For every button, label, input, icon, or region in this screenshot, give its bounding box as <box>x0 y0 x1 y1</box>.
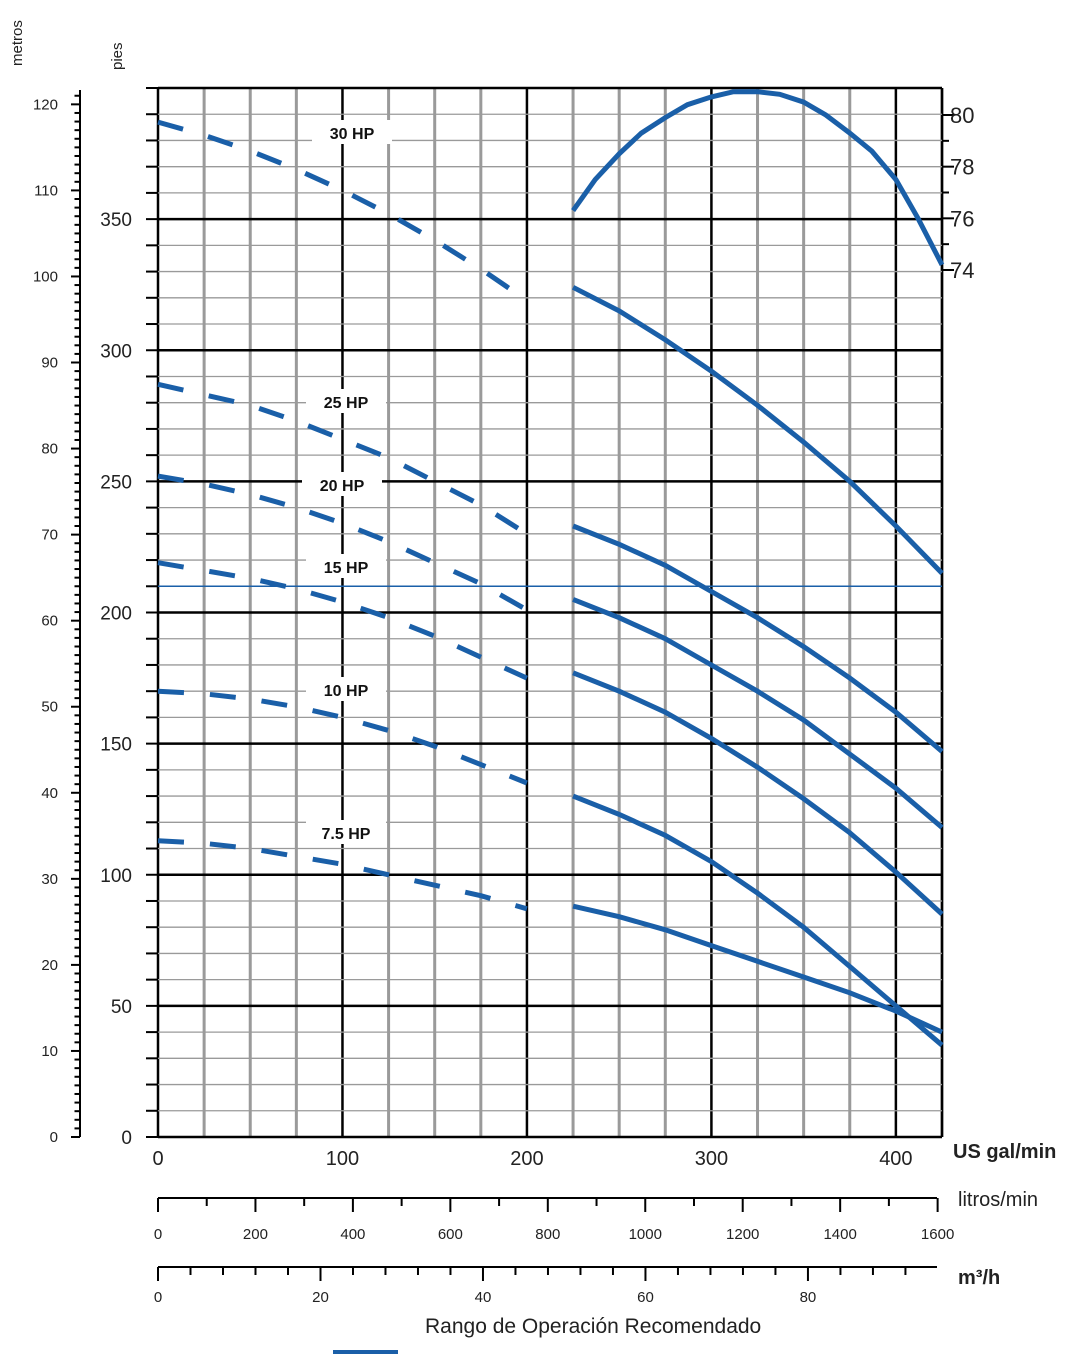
head-ft-tick-label: 50 <box>111 997 132 1018</box>
curve-dashed <box>157 381 529 536</box>
curve-solid <box>572 597 944 830</box>
head-m-tick-label: 60 <box>41 613 58 630</box>
hp-label: 30 HP <box>330 126 375 143</box>
lpm-tick-label: 0 <box>154 1226 162 1243</box>
hp-label-bg <box>312 120 392 144</box>
gpm-tick-label: 0 <box>152 1148 163 1170</box>
hp-label: 20 HP <box>320 478 365 495</box>
lpm-tick-label: 800 <box>535 1226 560 1243</box>
head-m-tick-label: 80 <box>41 441 58 458</box>
hp-label: 10 HP <box>324 683 369 700</box>
hp-label-bg <box>302 472 382 496</box>
hp-label-bg <box>306 389 386 413</box>
m3h-axis-label: m³/h <box>958 1267 1000 1289</box>
head-m-tick-label: 50 <box>41 699 58 716</box>
legend: Rango de Operación Recomendado <box>333 1315 761 1354</box>
hp-labels: 30 HP 25 HP 20 HP 15 HP 10 HP 7.5 HP <box>302 120 392 844</box>
curve-dashed <box>157 473 529 613</box>
head-m-tick-label: 40 <box>41 785 58 802</box>
m3h-tick-label: 0 <box>154 1289 162 1306</box>
head-m-tick-label: 30 <box>41 871 58 888</box>
curve-solid <box>572 523 944 754</box>
gpm-tick-label: 100 <box>326 1148 359 1170</box>
legend-label: Rango de Operación Recomendado <box>425 1315 761 1338</box>
m3h-tick-label: 40 <box>475 1289 492 1306</box>
head-ft-tick-label: 300 <box>100 341 132 362</box>
head-ft-tick-label: 0 <box>121 1128 132 1149</box>
m3h-tick-label: 80 <box>800 1289 817 1306</box>
hp-label-bg <box>306 554 386 578</box>
gpm-tick-label: 300 <box>695 1148 728 1170</box>
hp-label-bg <box>306 820 386 844</box>
lpm-tick-label: 400 <box>340 1226 365 1243</box>
curve-solid <box>572 903 944 1035</box>
curve-dashed <box>157 560 528 681</box>
head-ft-axis-label: pies <box>109 42 126 70</box>
head-ft-tick-label: 350 <box>100 210 132 231</box>
head-m-tick-label: 120 <box>33 96 58 113</box>
efficiency-tick-label: 74 <box>950 258 974 283</box>
curve-solid <box>572 670 944 916</box>
head-m-tick-label: 20 <box>41 957 58 974</box>
head-m-tick-label: 100 <box>33 268 58 285</box>
head-m-tick-label: 110 <box>34 182 58 199</box>
lpm-tick-label: 1000 <box>629 1226 662 1243</box>
performance-curves <box>157 89 945 1048</box>
head-ft-tick-label: 250 <box>100 472 132 493</box>
curve-solid <box>572 793 944 1048</box>
lpm-tick-label: 1400 <box>823 1226 856 1243</box>
gpm-tick-label: 200 <box>510 1148 543 1170</box>
axes: 0102030405060708090100110120050100150200… <box>33 87 974 1306</box>
lpm-tick-label: 600 <box>438 1226 463 1243</box>
lpm-tick-label: 1600 <box>921 1226 954 1243</box>
grid <box>156 86 944 1139</box>
curve-solid <box>571 285 944 575</box>
lpm-axis-label: litros/min <box>958 1189 1038 1211</box>
hp-label: 25 HP <box>324 395 369 412</box>
hp-label: 15 HP <box>324 560 369 577</box>
m3h-tick-label: 60 <box>637 1289 654 1306</box>
head-m-tick-label: 10 <box>41 1043 58 1060</box>
head-ft-tick-label: 150 <box>100 735 132 756</box>
gpm-tick-label: 400 <box>879 1148 912 1170</box>
hp-label-bg <box>306 677 386 701</box>
efficiency-tick-label: 78 <box>950 155 974 180</box>
head-m-tick-label: 0 <box>50 1129 58 1146</box>
head-m-tick-label: 70 <box>41 527 58 544</box>
head-m-axis-label: metros <box>9 20 26 66</box>
lpm-tick-label: 200 <box>243 1226 268 1243</box>
curve-dashed <box>157 688 528 786</box>
head-m-tick-label: 90 <box>41 355 58 372</box>
lpm-tick-label: 1200 <box>726 1226 759 1243</box>
curve-dashed <box>157 119 529 303</box>
efficiency-curve <box>571 89 945 266</box>
gpm-axis-label: US gal/min <box>953 1141 1056 1163</box>
hp-label: 7.5 HP <box>322 826 371 843</box>
curve-dashed <box>157 838 528 912</box>
efficiency-tick-label: 80 <box>950 103 974 128</box>
efficiency-tick-label: 76 <box>950 206 974 231</box>
head-ft-tick-label: 100 <box>100 866 132 887</box>
m3h-tick-label: 20 <box>312 1289 329 1306</box>
head-ft-tick-label: 200 <box>100 604 132 625</box>
